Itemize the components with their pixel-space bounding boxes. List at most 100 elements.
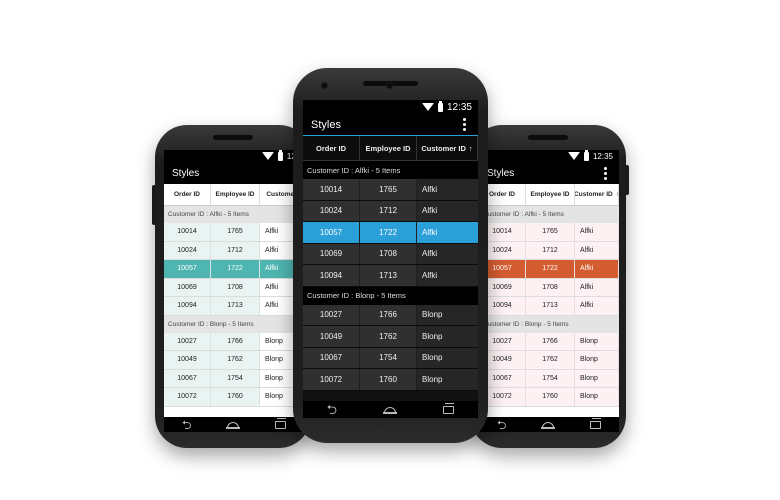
table-row[interactable]: 10094 1713 Alfki <box>164 297 304 316</box>
column-header-customer-id[interactable]: Customer ID ↑ <box>417 136 478 160</box>
employee-id-cell: 1762 <box>360 326 417 347</box>
group-caption[interactable]: Customer ID : Blonp - 5 Items <box>303 286 478 305</box>
table-row[interactable]: 10024 1712 Alfki <box>303 200 478 222</box>
speaker-grille <box>213 135 253 140</box>
employee-id-cell: 1760 <box>211 388 260 406</box>
recent-apps-icon[interactable] <box>275 417 287 429</box>
employee-id-cell: 1712 <box>526 241 575 259</box>
order-id-cell: 10057 <box>303 222 360 243</box>
order-id-cell: 10094 <box>164 297 211 315</box>
table-row[interactable]: 10014 1765 Alfki <box>303 179 478 201</box>
group-caption[interactable]: Customer ID : Alfki - 5 Items <box>164 206 304 223</box>
table-row[interactable]: 10049 1762 Blonp <box>479 351 619 370</box>
table-row-selected[interactable]: 10057 1722 Alfki <box>479 260 619 279</box>
column-header-order-id[interactable]: Order ID <box>303 136 360 160</box>
customer-id-cell: Blonp <box>265 374 283 382</box>
customer-id-cell: Alfki <box>575 278 619 296</box>
employee-id-cell: 1754 <box>526 369 575 387</box>
employee-id-cell: 1712 <box>211 241 260 259</box>
table-row[interactable]: 10014 1765 Alfki <box>479 223 619 242</box>
order-id-cell: 10024 <box>164 241 211 259</box>
table-row[interactable]: 10072 1760 Blonp <box>303 369 478 391</box>
customer-id-cell: Alfki <box>265 302 279 310</box>
table-row[interactable]: 10049 1762 Blonp <box>164 351 304 370</box>
table-row[interactable]: 10067 1754 Blonp <box>164 369 304 388</box>
employee-id-cell: 1722 <box>526 260 575 278</box>
grid-body: Customer ID : Alfki - 5 Items 10014 1765 Al… <box>164 206 304 407</box>
column-header-order-id[interactable]: Order ID <box>479 184 526 205</box>
column-header-order-id[interactable]: Order ID <box>164 184 211 205</box>
recent-apps-icon[interactable] <box>590 417 602 429</box>
app-title: Styles <box>311 118 341 131</box>
front-sensor <box>386 82 393 89</box>
grid-header: Order ID Employee ID Customer ID ↑ <box>303 136 478 161</box>
column-header-customer-id[interactable]: Customer ID ↑ <box>575 184 619 205</box>
customer-id-cell: Alfki <box>575 297 619 315</box>
column-header-employee-id[interactable]: Employee ID <box>526 184 575 205</box>
clock: 12:35 <box>446 101 472 113</box>
table-row[interactable]: 10094 1713 Alfki <box>303 265 478 287</box>
column-header-employee-id[interactable]: Employee ID <box>211 184 260 205</box>
app-title: Styles <box>487 167 515 179</box>
recent-apps-icon[interactable] <box>443 402 455 414</box>
table-row[interactable]: 10067 1754 Blonp <box>303 347 478 369</box>
nav-bar: ⮌ <box>479 417 619 432</box>
column-header-label: Customer ID <box>575 191 613 198</box>
table-row[interactable]: 10094 1713 Alfki <box>479 297 619 316</box>
table-row[interactable]: 10014 1765 Alfki <box>164 223 304 242</box>
employee-id-cell: 1766 <box>526 332 575 350</box>
table-row[interactable]: 10072 1760 Blonp <box>164 388 304 407</box>
back-icon[interactable]: ⮌ <box>496 417 507 432</box>
home-icon[interactable] <box>226 421 241 429</box>
table-row[interactable]: 10072 1760 Blonp <box>479 388 619 407</box>
overflow-menu-icon[interactable] <box>459 118 470 131</box>
phone-center: 12:35 Styles Order ID Employee ID Custom… <box>293 68 488 443</box>
table-row[interactable]: 10067 1754 Blonp <box>479 369 619 388</box>
sort-ascending-icon: ↑ <box>468 143 473 153</box>
sort-ascending-icon: ↑ <box>615 191 619 198</box>
home-icon[interactable] <box>383 406 398 414</box>
employee-id-cell: 1713 <box>526 297 575 315</box>
order-id-cell: 10049 <box>479 351 526 369</box>
overflow-menu-icon[interactable] <box>600 166 611 180</box>
order-id-cell: 10072 <box>479 388 526 406</box>
order-id-cell: 10014 <box>164 223 211 241</box>
order-id-cell: 10057 <box>479 260 526 278</box>
order-id-cell: 10024 <box>303 200 360 221</box>
employee-id-cell: 1765 <box>360 179 417 200</box>
table-row[interactable]: 10027 1766 Blonp <box>479 332 619 351</box>
table-row[interactable]: 10069 1708 Alfki <box>479 278 619 297</box>
order-id-cell: 10067 <box>164 369 211 387</box>
power-button <box>625 165 629 195</box>
group-caption[interactable]: Customer ID : Blonp - 5 Items <box>479 315 619 333</box>
table-row[interactable]: 10024 1712 Alfki <box>164 241 304 260</box>
customer-id-cell: Blonp <box>575 332 619 350</box>
order-id-cell: 10067 <box>479 369 526 387</box>
table-row[interactable]: 10027 1766 Blonp <box>303 304 478 326</box>
group-caption[interactable]: Customer ID : Alfki - 5 Items <box>303 161 478 179</box>
app-bar: Styles <box>479 162 619 184</box>
table-row-selected[interactable]: 10057 1722 Alfki <box>303 222 478 244</box>
table-row[interactable]: 10069 1708 Alfki <box>303 243 478 265</box>
table-row-selected[interactable]: 10057 1722 Alfki <box>164 260 304 279</box>
column-header-employee-id[interactable]: Employee ID <box>360 136 417 160</box>
back-icon[interactable]: ⮌ <box>181 417 192 432</box>
clock: 12:35 <box>592 151 613 161</box>
grid-header: Order ID Employee ID Customer <box>164 184 304 206</box>
table-row[interactable]: 10069 1708 Alfki <box>164 278 304 297</box>
battery-icon <box>437 100 443 112</box>
employee-id-cell: 1760 <box>526 388 575 406</box>
employee-id-cell: 1754 <box>211 369 260 387</box>
home-icon[interactable] <box>541 421 556 429</box>
table-row[interactable]: 10027 1766 Blonp <box>164 332 304 351</box>
data-grid: Order ID Employee ID Customer Customer I… <box>164 184 304 417</box>
group-caption[interactable]: Customer ID : Alfki - 5 Items <box>479 206 619 223</box>
customer-id-cell: Alfki <box>265 228 279 236</box>
order-id-cell: 10069 <box>164 278 211 296</box>
wifi-icon <box>261 152 274 160</box>
group-caption[interactable]: Customer ID : Blonp - 5 Items <box>164 315 304 333</box>
speaker-grille <box>528 135 568 140</box>
table-row[interactable]: 10049 1762 Blonp <box>303 326 478 348</box>
table-row[interactable]: 10024 1712 Alfki <box>479 241 619 260</box>
back-icon[interactable]: ⮌ <box>326 402 338 417</box>
